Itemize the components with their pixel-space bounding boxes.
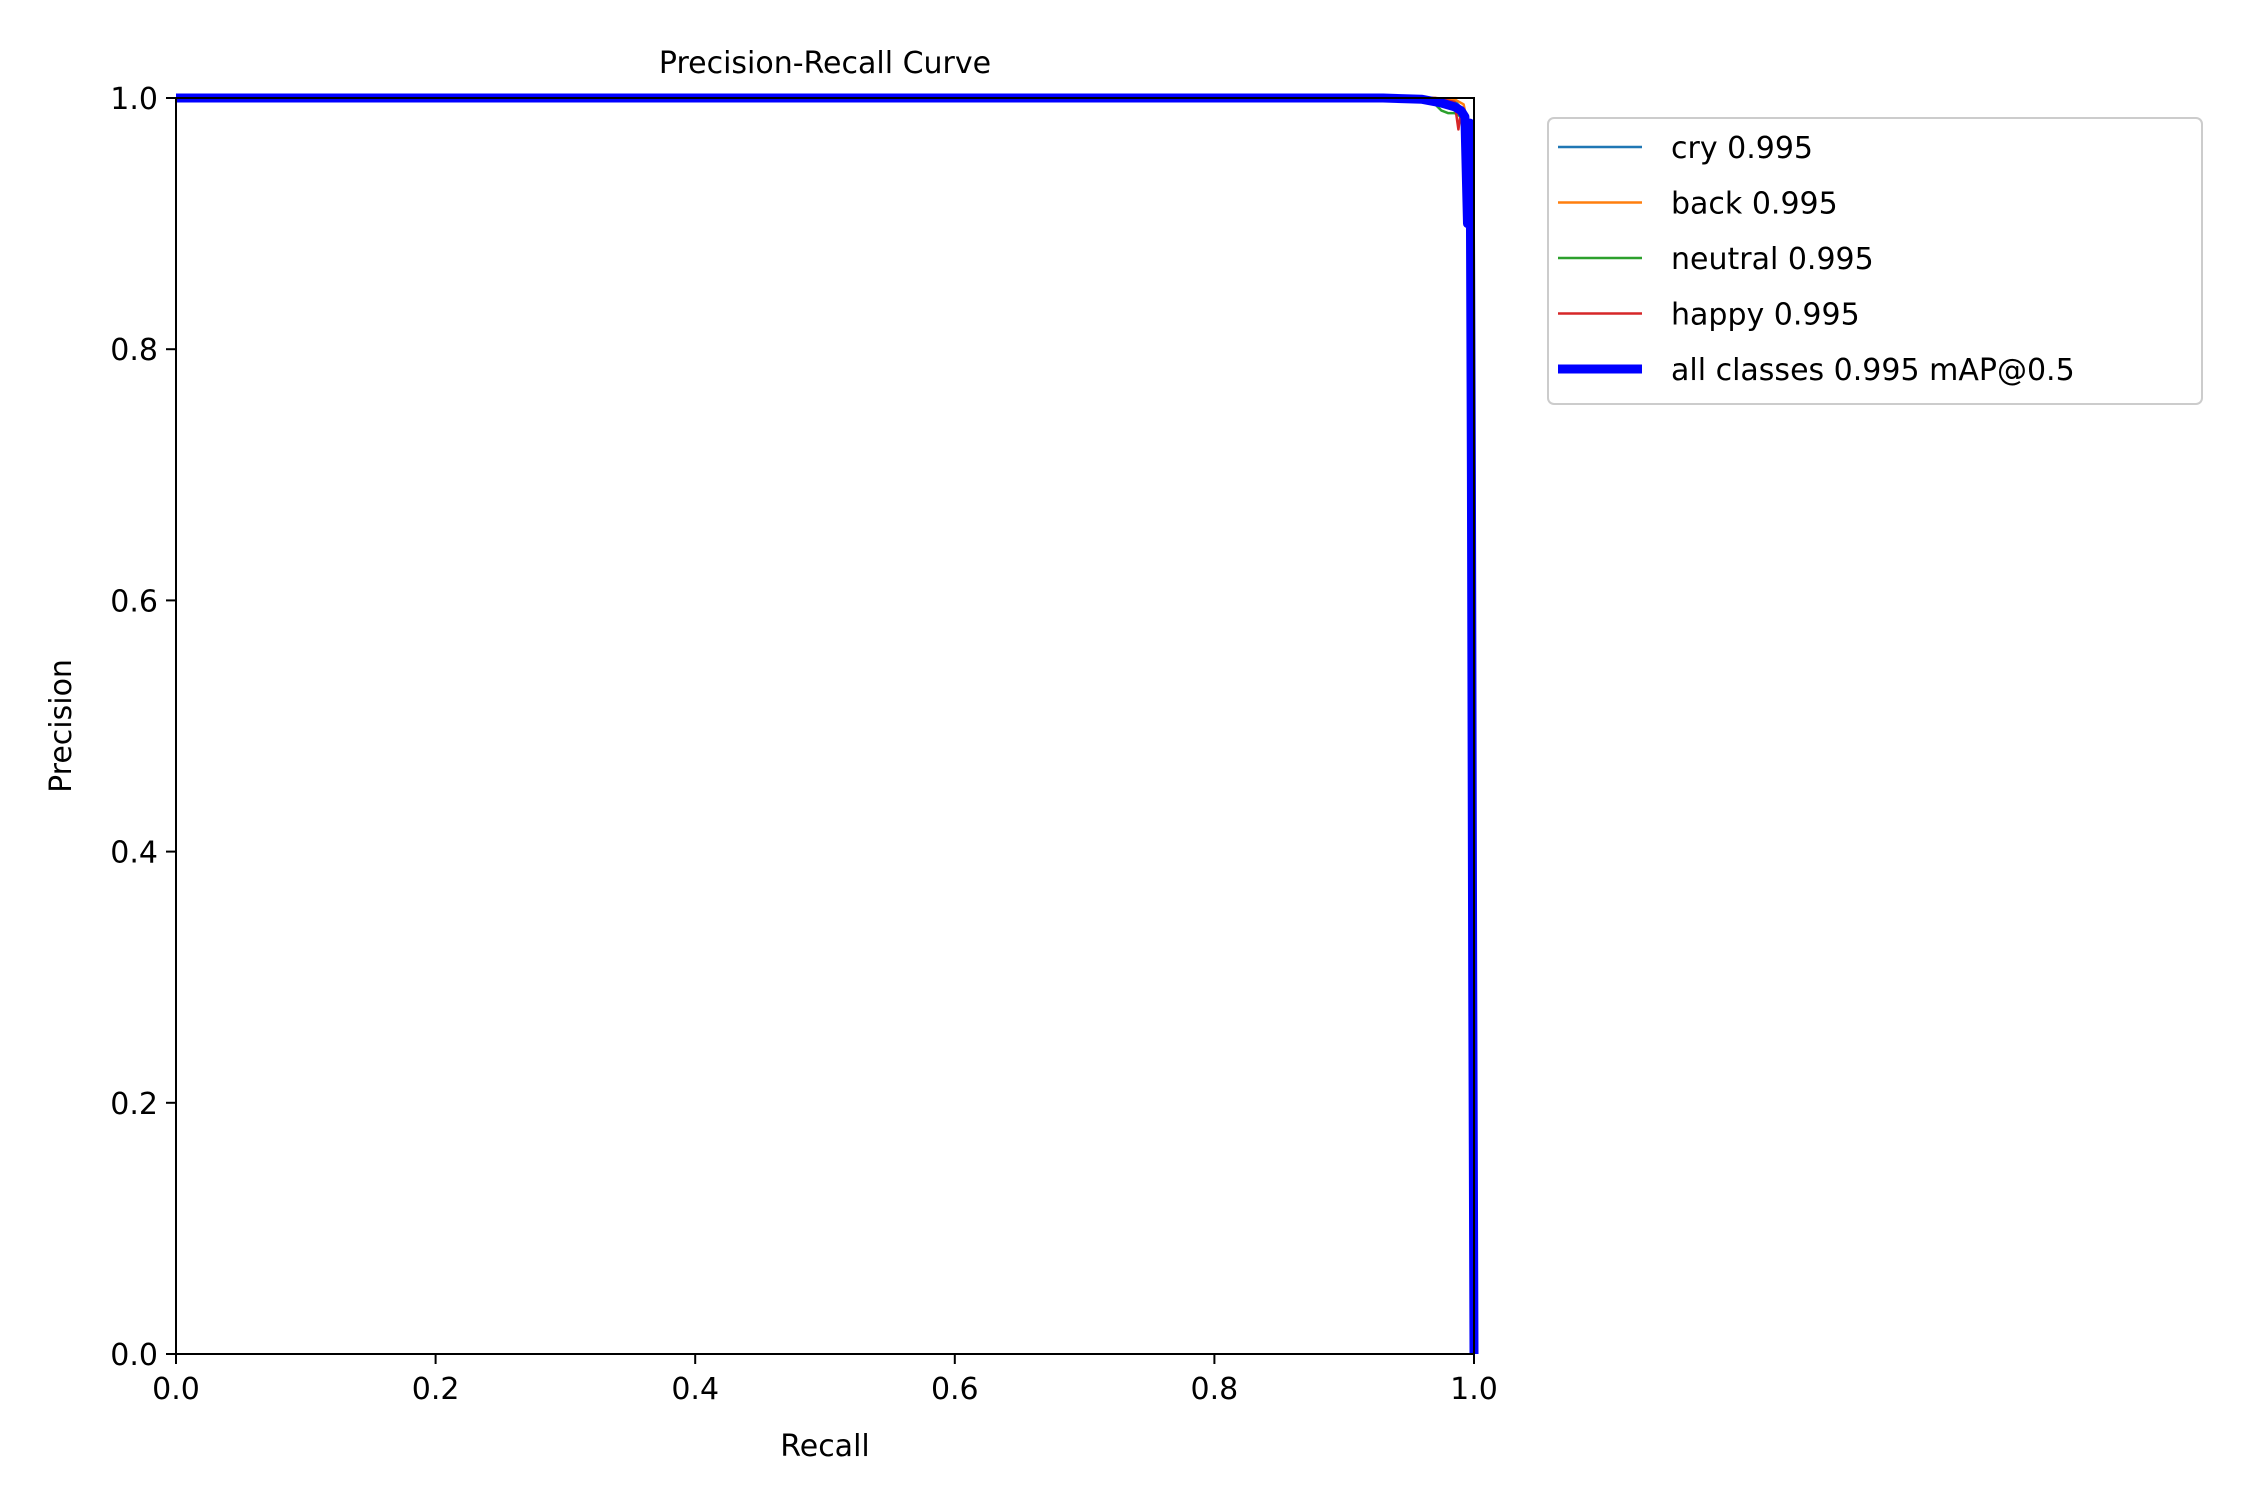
plot-area bbox=[175, 93, 1479, 1355]
y-tick-label: 0.6 bbox=[110, 584, 158, 619]
x-tick-label: 0.2 bbox=[412, 1372, 460, 1407]
x-axis-ticks: 0.0 0.2 0.4 0.6 0.8 1.0 bbox=[152, 1354, 1498, 1407]
legend-label-2: neutral 0.995 bbox=[1671, 242, 1874, 277]
x-axis-label: Recall bbox=[780, 1429, 870, 1464]
y-tick-label: 0.0 bbox=[110, 1338, 158, 1373]
legend: cry 0.995 back 0.995 neutral 0.995 happy 0.… bbox=[1547, 117, 2203, 405]
x-tick-label: 1.0 bbox=[1450, 1372, 1498, 1407]
legend-label-4: all classes 0.995 mAP@0.5 bbox=[1671, 353, 2075, 388]
legend-label-1: back 0.995 bbox=[1671, 187, 1838, 222]
y-tick-label: 0.4 bbox=[110, 836, 158, 871]
y-tick-label: 0.2 bbox=[110, 1087, 158, 1122]
x-tick-label: 0.4 bbox=[671, 1372, 719, 1407]
legend-label-0: cry 0.995 bbox=[1671, 131, 1813, 166]
x-tick-label: 0.6 bbox=[931, 1372, 979, 1407]
x-tick-label: 0.8 bbox=[1191, 1372, 1239, 1407]
legend-entries: cry 0.995 back 0.995 neutral 0.995 happy 0.… bbox=[1558, 131, 2075, 388]
legend-box bbox=[1547, 117, 2203, 405]
y-tick-label: 0.8 bbox=[110, 333, 158, 368]
chart-title: Precision-Recall Curve bbox=[659, 46, 991, 81]
plot-background bbox=[176, 98, 1474, 1354]
y-tick-label: 1.0 bbox=[110, 82, 158, 117]
series-line-4 bbox=[176, 93, 1479, 1355]
y-axis-label: Precision bbox=[44, 659, 79, 793]
axes-frame bbox=[175, 97, 1475, 1355]
y-axis-ticks: 0.0 0.2 0.4 0.6 0.8 1.0 bbox=[110, 82, 176, 1373]
x-tick-label: 0.0 bbox=[152, 1372, 200, 1407]
legend-label-3: happy 0.995 bbox=[1671, 298, 1860, 333]
